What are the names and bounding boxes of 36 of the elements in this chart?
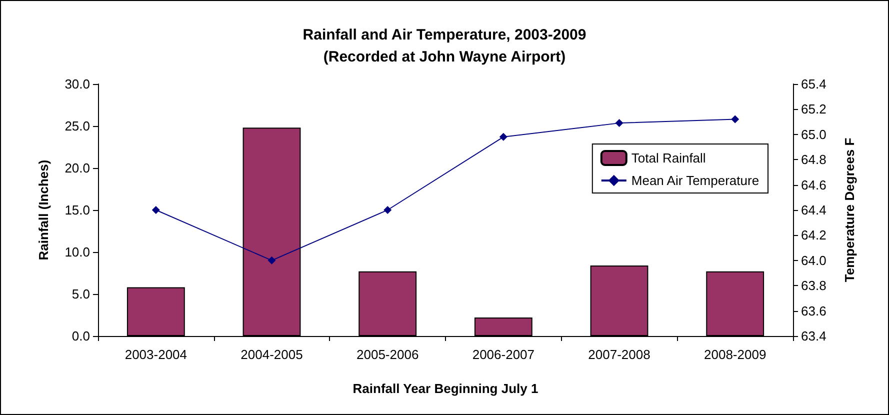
- x-tick-label: 2005-2006: [356, 347, 419, 362]
- y2-tick-label: 65.4: [801, 76, 826, 92]
- y2-axis-title: Temperature Degrees F: [842, 138, 857, 282]
- y2-tick-label: 64.2: [801, 228, 826, 243]
- x-tick-label: 2007-2008: [588, 347, 650, 362]
- legend-label: Mean Air Temperature: [631, 173, 760, 188]
- y-tick-label: 5.0: [72, 286, 90, 302]
- point: [731, 115, 740, 124]
- y-tick-label: 25.0: [64, 118, 90, 134]
- x-tick-label: 2006-2007: [472, 347, 535, 362]
- y-tick-label: 15.0: [64, 202, 90, 218]
- point: [152, 206, 160, 214]
- y-tick-label: 20.0: [64, 160, 90, 176]
- x-axis-title: Rainfall Year Beginning July 1: [352, 381, 538, 396]
- point: [615, 119, 624, 128]
- point: [268, 256, 276, 264]
- chart-title: Rainfall and Air Temperature, 2003-2009 (Recorded at John Wayne Airport): [302, 26, 586, 66]
- legend-label: Total Rainfall: [631, 150, 706, 166]
- y-tick-label: 10.0: [64, 244, 90, 260]
- y2-tick-label: 64.4: [801, 202, 826, 218]
- y2-tick-label: 65.0: [801, 126, 826, 142]
- y2-tick-label: 63.6: [801, 303, 826, 318]
- y2-tick-label: 63.8: [801, 278, 826, 294]
- y-axis-title: Rainfall (Inches): [36, 160, 51, 260]
- point: [384, 206, 392, 214]
- x-tick-label: 2004-2005: [240, 347, 303, 362]
- y2-tick-label: 65.2: [801, 102, 826, 117]
- y-tick-label: 30.0: [64, 76, 90, 92]
- y2-tick-label: 64.8: [801, 152, 826, 168]
- y2-tick-label: 63.4: [801, 328, 826, 344]
- y-tick-label: 0.0: [72, 328, 90, 344]
- y2-tick-label: 64.0: [801, 252, 826, 268]
- point: [499, 132, 508, 141]
- x-tick-label: 2003-2004: [124, 347, 188, 362]
- x-tick-label: 2008-2009: [704, 347, 766, 362]
- y2-tick-label: 64.6: [801, 177, 826, 192]
